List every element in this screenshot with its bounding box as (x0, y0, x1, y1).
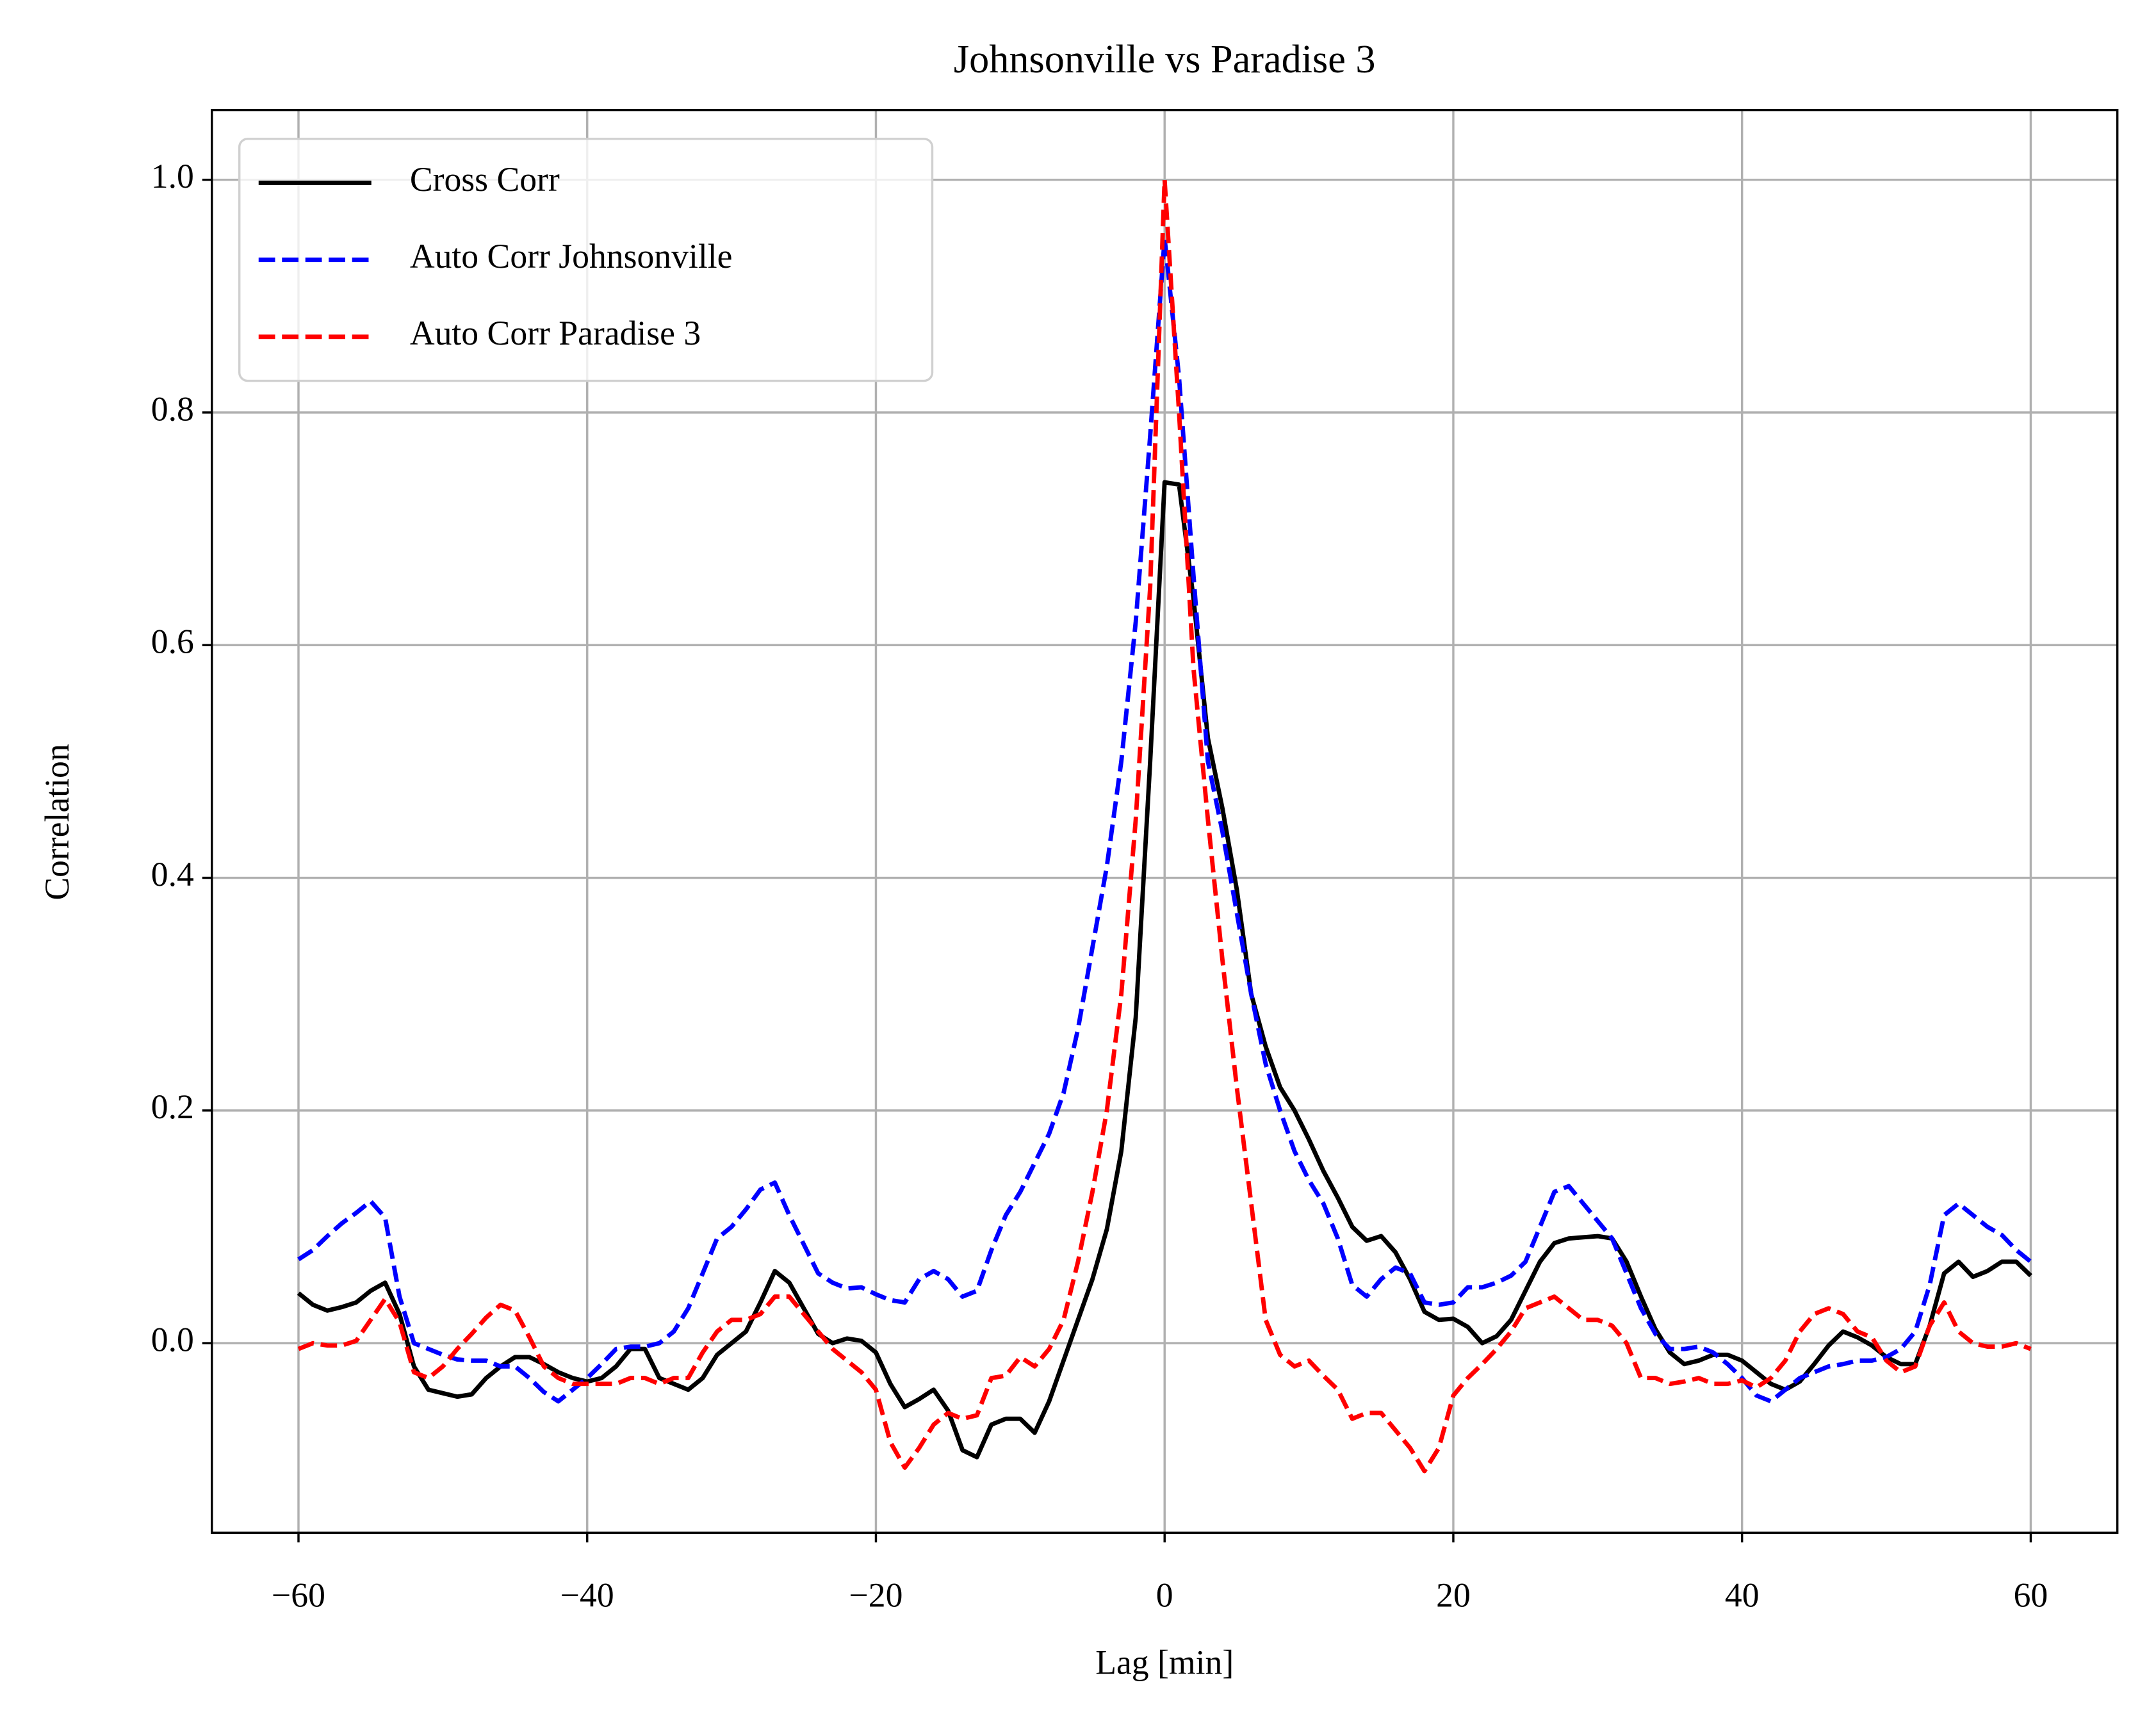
series-line (297, 177, 2032, 1474)
plot-lines (297, 177, 2032, 1474)
series-line (297, 480, 2032, 1460)
y-tick-label: 0.6 (151, 623, 194, 661)
x-tick-label: −40 (560, 1576, 614, 1615)
chart-title: Johnsonville vs Paradise 3 (954, 38, 1376, 81)
y-tick-label: 0.2 (151, 1088, 194, 1126)
x-tick-label: −60 (272, 1576, 325, 1615)
legend-box (238, 138, 934, 382)
y-tick-label: 0.0 (151, 1320, 194, 1358)
legend: Cross Corr Auto Corr Johnsonville Auto Cor… (238, 138, 934, 382)
legend-label: Cross Corr (410, 160, 560, 199)
y-tick-label: 0.8 (151, 389, 194, 428)
x-tick-label: 20 (1436, 1576, 1471, 1615)
y-axis-label: Correlation (38, 744, 76, 900)
y-tick-label: 1.0 (151, 157, 194, 195)
legend-label: Auto Corr Paradise 3 (410, 314, 701, 352)
x-tick-label: 0 (1156, 1576, 1173, 1615)
x-axis-label: Lag [min] (1095, 1643, 1234, 1682)
legend-label: Auto Corr Johnsonville (410, 237, 733, 275)
ticks: −60 −40 −20 0 20 40 60 0.0 0.2 0.4 0.6 0.8 1.0 (151, 157, 2048, 1615)
x-tick-label: −20 (849, 1576, 903, 1615)
x-tick-label: 40 (1725, 1576, 1760, 1615)
x-tick-label: 60 (2014, 1576, 2048, 1615)
series-line (297, 236, 2032, 1404)
y-tick-label: 0.4 (151, 855, 194, 893)
